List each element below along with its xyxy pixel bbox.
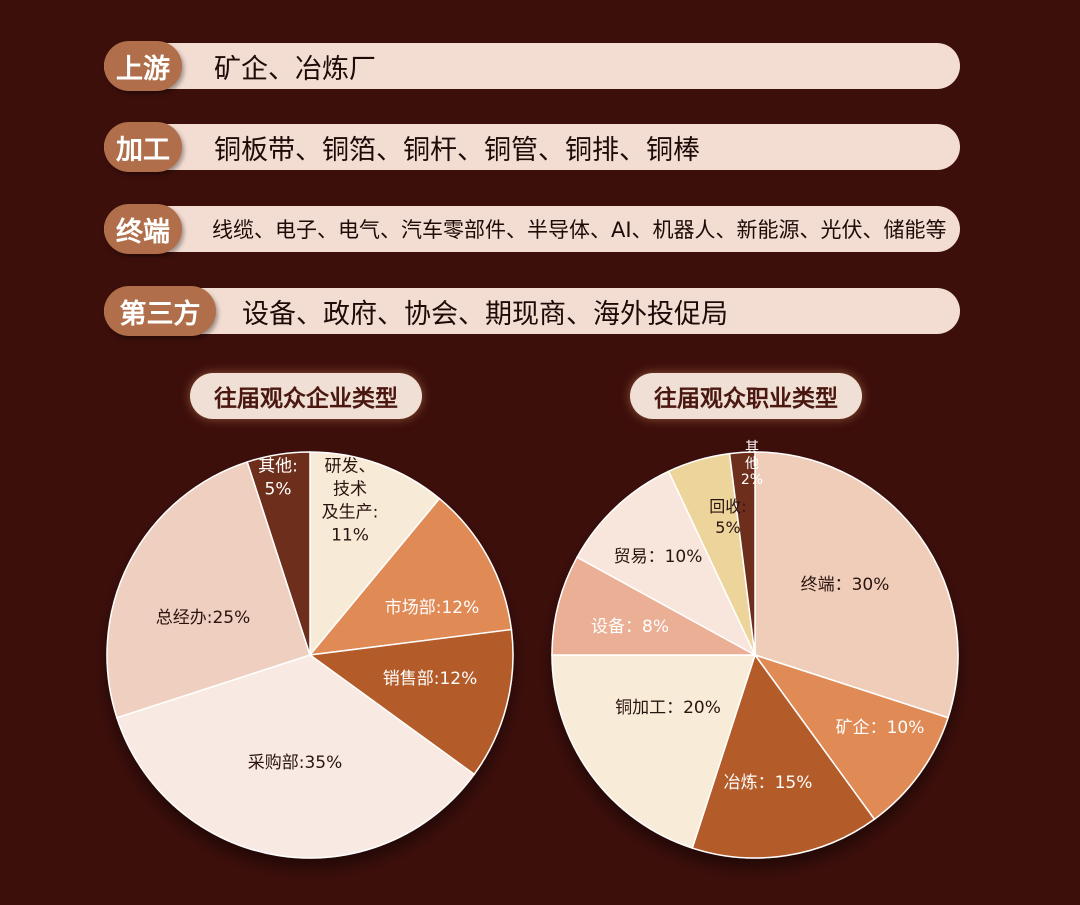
pie-label-1-1: 矿企：10% bbox=[836, 718, 925, 738]
row-text: 线缆、电子、电气、汽车零部件、半导体、AI、机器人、新能源、光伏、储能等 bbox=[212, 218, 947, 242]
pie-slice-1-7 bbox=[728, 451, 756, 656]
pie-label-1-7: 其他 2% bbox=[741, 440, 763, 488]
pie-slice-0-2 bbox=[308, 628, 514, 776]
pie-slice-1-4 bbox=[551, 556, 756, 656]
pie-chart-occupation-type bbox=[551, 451, 959, 859]
pie-label-0-1: 市场部:12% bbox=[385, 598, 480, 618]
pie-slice-1-2 bbox=[691, 653, 876, 859]
pie-slice-0-1 bbox=[308, 497, 513, 656]
row-tag: 终端 bbox=[104, 204, 182, 254]
chart-title-company-type: 往届观众企业类型 bbox=[190, 373, 422, 419]
row-text: 矿企、冶炼厂 bbox=[214, 53, 376, 85]
pie-label-1-4: 设备：8% bbox=[591, 617, 669, 637]
pie-slice-1-0 bbox=[754, 451, 959, 719]
pie-slice-0-5 bbox=[246, 451, 311, 656]
pie-slice-1-3 bbox=[551, 654, 757, 850]
row-tag: 第三方 bbox=[104, 286, 216, 336]
row-text: 铜板带、铜箔、铜杆、铜管、铜排、铜棒 bbox=[214, 134, 700, 166]
pie-label-1-5: 贸易：10% bbox=[614, 547, 703, 567]
pie-label-0-0: 研发、技术及生产: 11% bbox=[322, 456, 379, 545]
pie-slice-0-0 bbox=[309, 451, 441, 658]
pie-slice-0-3 bbox=[115, 654, 476, 859]
value-chain-row-processing: 加工 铜板带、铜箔、铜杆、铜管、铜排、铜棒 bbox=[104, 122, 960, 172]
pie-label-1-6: 回收: 5% bbox=[709, 497, 746, 537]
pie-label-1-0: 终端：30% bbox=[801, 575, 890, 595]
pie-label-1-3: 铜加工：20% bbox=[615, 698, 721, 718]
pie-label-1-2: 冶炼：15% bbox=[724, 773, 813, 793]
pie-label-0-2: 销售部:12% bbox=[383, 669, 478, 689]
value-chain-row-terminal: 终端 线缆、电子、电气、汽车零部件、半导体、AI、机器人、新能源、光伏、储能等 bbox=[104, 204, 960, 254]
value-chain-row-third-party: 第三方 设备、政府、协会、期现商、海外投促局 bbox=[104, 286, 960, 336]
row-tag: 加工 bbox=[104, 122, 182, 172]
pie-label-0-3: 采购部:35% bbox=[248, 753, 343, 773]
pie-slice-1-1 bbox=[753, 653, 950, 821]
row-text: 设备、政府、协会、期现商、海外投促局 bbox=[242, 298, 728, 330]
pie-slice-0-4 bbox=[106, 460, 311, 719]
pie-chart-company-type bbox=[106, 451, 514, 859]
pie-label-0-5: 其他: 5% bbox=[258, 456, 298, 499]
value-chain-row-upstream: 上游 矿企、冶炼厂 bbox=[104, 41, 960, 91]
chart-title-occupation-type: 往届观众职业类型 bbox=[630, 373, 862, 419]
pie-slice-1-5 bbox=[576, 470, 757, 657]
pie-label-0-4: 总经办:25% bbox=[156, 608, 251, 628]
row-tag: 上游 bbox=[104, 41, 182, 91]
